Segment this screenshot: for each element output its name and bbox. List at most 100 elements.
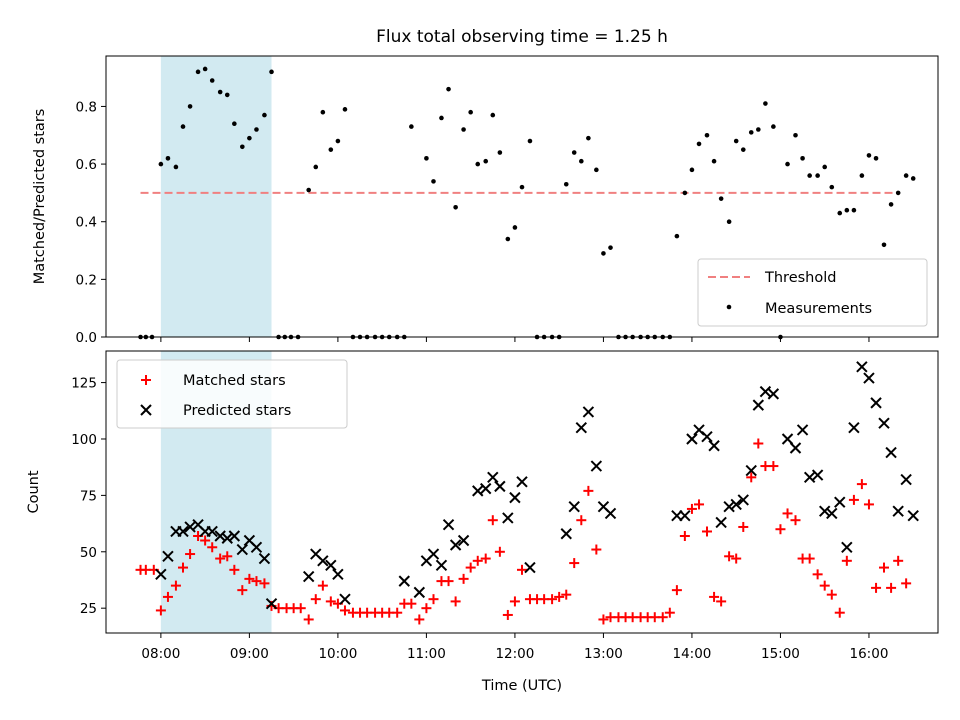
matched-point: [598, 614, 609, 625]
predicted-point: [487, 471, 499, 484]
predicted-point: [339, 593, 351, 605]
matched-point: [583, 485, 594, 496]
predicted-point: [856, 361, 868, 373]
matched-point: [893, 555, 904, 566]
measurement-point: [217, 89, 223, 95]
top-y-tick-label: 0.2: [76, 272, 97, 288]
measurement-point: [689, 167, 695, 173]
predicted-point: [885, 446, 897, 459]
predicted-point: [781, 433, 794, 445]
predicted-point: [413, 586, 426, 599]
predicted-point: [206, 525, 218, 538]
predicted-point: [427, 548, 440, 560]
measurement-point: [453, 205, 458, 210]
predicted-point: [686, 433, 698, 445]
measurement-point: [829, 184, 835, 190]
bottom-y-tick-label: 100: [71, 432, 97, 448]
measurement-point: [910, 176, 916, 181]
predicted-point: [708, 440, 720, 452]
top-plot-frame: [105, 55, 939, 338]
x-axis-label: Time (UTC): [481, 678, 562, 694]
matched-point: [834, 607, 845, 618]
matched-point: [671, 585, 682, 596]
measurement-point: [335, 138, 341, 144]
measurement-point: [608, 245, 613, 250]
x-tick-label: 09:00: [230, 646, 269, 662]
matched-point: [901, 578, 912, 589]
measurement-point: [586, 135, 591, 141]
measurement-point: [748, 130, 754, 135]
x-tick-label: 13:00: [584, 646, 623, 662]
matched-point: [746, 472, 757, 483]
matched-point: [215, 553, 226, 564]
matched-point: [310, 594, 321, 605]
matched-point: [465, 562, 476, 573]
matched-point: [753, 438, 764, 449]
top-legend: Threshold Measurements: [697, 258, 928, 327]
chart-title: Flux total observing time = 1.25 h: [376, 27, 668, 47]
measurement-point: [409, 124, 414, 129]
matched-point: [731, 553, 742, 564]
measurement-point: [881, 242, 887, 248]
x-tick-label: 11:00: [407, 646, 446, 662]
predicted-point: [715, 516, 727, 529]
x-tick-label: 14:00: [672, 646, 711, 662]
matched-point: [443, 576, 454, 587]
predicted-point: [457, 534, 470, 547]
predicted-point: [803, 471, 816, 484]
x-tick-label: 16:00: [850, 646, 889, 662]
matched-point: [480, 553, 491, 564]
matched-point: [848, 494, 859, 505]
measurement-point: [594, 167, 599, 173]
x-tick-label: 08:00: [141, 646, 180, 662]
measurement-point: [844, 207, 850, 213]
predicted-point: [236, 543, 249, 556]
measurement-point: [873, 156, 879, 161]
predicted-point: [560, 528, 572, 540]
legend-measurement-label: Measurements: [765, 301, 872, 317]
x-tick-label: 10:00: [318, 646, 357, 662]
matched-point: [701, 526, 712, 537]
measurement-point: [571, 150, 577, 155]
matched-point: [709, 591, 720, 602]
matched-point: [339, 605, 350, 616]
matched-point: [162, 591, 173, 602]
predicted-point: [214, 530, 226, 542]
predicted-point: [752, 399, 765, 411]
measurement-point: [306, 187, 311, 193]
predicted-point: [604, 507, 617, 520]
matched-point: [458, 573, 469, 584]
x-tick-label: 15:00: [761, 646, 800, 662]
predicted-point: [834, 496, 846, 508]
measurement-point: [815, 173, 820, 178]
matched-point: [694, 499, 705, 510]
measurement-point: [837, 210, 843, 216]
predicted-point: [767, 388, 780, 400]
measurement-point: [165, 156, 171, 161]
matched-point: [428, 594, 439, 605]
bottom-plot-frame: [105, 350, 939, 634]
matched-point: [502, 609, 513, 620]
matched-point: [819, 580, 830, 591]
matched-point: [295, 603, 306, 614]
measurement-point: [696, 141, 702, 147]
measurement-point: [439, 115, 444, 121]
measurement-point: [763, 101, 768, 106]
measurement-point: [807, 173, 812, 178]
predicted-point: [265, 597, 278, 610]
measurement-point: [232, 121, 237, 127]
predicted-point: [789, 442, 802, 454]
measurement-point: [756, 127, 761, 132]
predicted-point: [826, 507, 838, 520]
measurement-point: [475, 161, 481, 167]
predicted-point: [472, 485, 484, 497]
matched-point: [886, 582, 897, 593]
measurement-point: [490, 112, 496, 118]
matched-point: [229, 564, 240, 575]
measurement-point: [446, 86, 451, 92]
predicted-point: [184, 521, 196, 533]
legend-predicted-swatch: [140, 404, 152, 416]
predicted-point: [796, 424, 809, 436]
predicted-point: [442, 519, 455, 531]
matched-point: [804, 553, 815, 564]
